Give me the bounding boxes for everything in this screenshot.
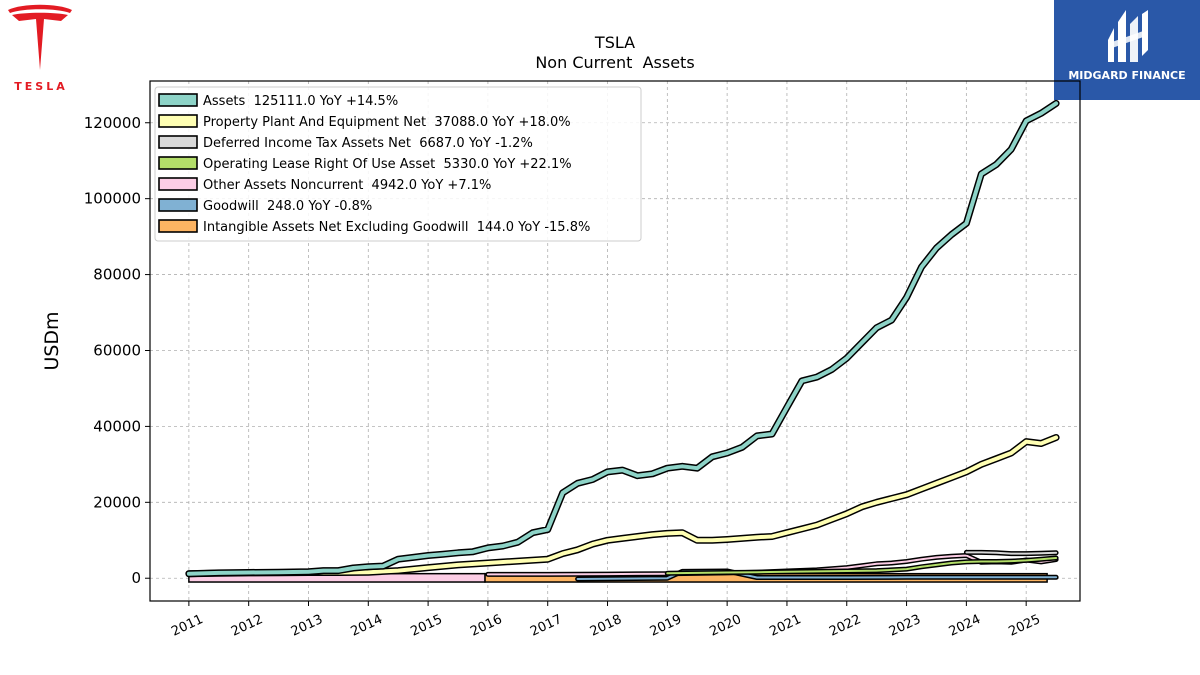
x-tick-label: 2014 [349,612,385,640]
y-tick-label: 20000 [93,493,141,511]
x-tick-label: 2022 [827,612,863,640]
x-axis: 2011 2012 2013 2014 2015 2016 2017 2018 2019 2020… [169,601,1043,640]
midgard-finance-label: MIDGARD FINANCE [1068,69,1186,82]
x-tick-label: 2025 [1007,612,1043,640]
y-tick-label: 40000 [93,417,141,435]
midgard-emblem-icon [1108,10,1148,62]
y-tick-label: 60000 [93,341,141,359]
x-tick-label: 2013 [289,612,325,640]
series-line-1 [186,435,1059,576]
midgard-finance-logo: MIDGARD FINANCE [1054,0,1200,100]
y-axis-label: USDm [41,311,63,370]
legend-entry: Other Assets Noncurrent 4942.0 YoY +7.1% [203,178,491,193]
x-tick-label: 2023 [887,612,923,640]
legend-swatch [158,177,198,191]
x-tick-label: 2021 [767,612,803,640]
legend-entry: Intangible Assets Net Excluding Goodwill… [203,220,590,235]
y-tick-label: 100000 [84,190,141,208]
y-tick-label: 120000 [84,114,141,132]
x-tick-label: 2020 [707,612,743,640]
tesla-logo [8,4,72,70]
x-tick-label: 2018 [588,612,624,640]
legend-swatch [158,114,198,128]
x-tick-label: 2019 [648,612,684,640]
y-axis: 0 20000 40000 60000 80000 100000 120000 [84,114,150,587]
chart-title: TSLA [594,33,635,52]
series-line-3 [666,557,1058,575]
x-tick-label: 2011 [169,612,205,640]
legend-swatch [158,156,198,170]
legend-entry: Operating Lease Right Of Use Asset 5330.… [203,157,572,172]
series-line-0 [186,101,1059,576]
x-tick-label: 2015 [408,612,444,640]
series-outline-1 [185,434,1060,578]
x-tick-label: 2024 [947,612,983,640]
x-tick-label: 2012 [229,612,265,640]
legend-entry: Deferred Income Tax Assets Net 6687.0 Yo… [203,136,533,151]
y-tick-label: 0 [131,569,141,587]
legend-entry: Assets 125111.0 YoY +14.5% [203,94,398,109]
series-line-2 [965,551,1058,555]
y-tick-label: 80000 [93,266,141,284]
series-layer [185,99,1060,583]
legend-swatch [158,93,198,107]
chart-subtitle: Non Current Assets [535,53,694,72]
legend-entry: Property Plant And Equipment Net 37088.0… [203,115,571,130]
x-tick-label: 2017 [528,612,564,640]
legend-swatch [158,135,198,149]
legend-box [154,86,642,242]
legend: Assets 125111.0 YoY +14.5% Property Plant… [154,86,642,242]
tesla-wordmark: TESLA [14,80,68,93]
legend-swatch [158,219,198,233]
plot-frame [149,80,1081,602]
x-tick-label: 2016 [468,612,504,640]
legend-entry: Goodwill 248.0 YoY -0.8% [203,199,372,214]
legend-swatch [158,198,198,212]
